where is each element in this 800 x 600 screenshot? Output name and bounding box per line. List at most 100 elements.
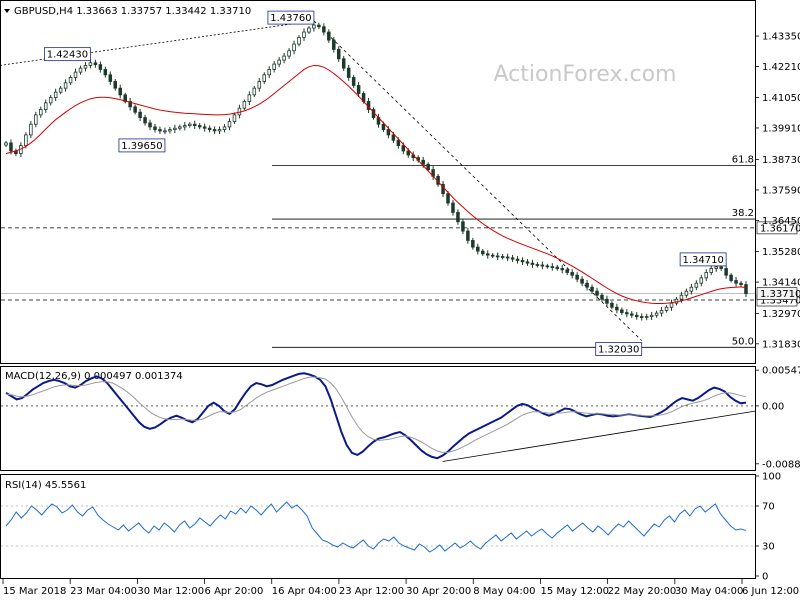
candle-body [600, 294, 604, 300]
x-tick-label: 8 May 04:00 [473, 586, 535, 597]
price-title: GBPUSD,H4 1.33663 1.33757 1.33442 1.3371… [14, 6, 251, 17]
candle-body [719, 266, 723, 269]
candle-body [356, 85, 361, 94]
y-tick-label: 1.35280 [762, 247, 800, 258]
candle-body [585, 282, 589, 288]
candle-body [4, 142, 8, 146]
candle-body [500, 256, 505, 258]
chart-menu-triangle-icon[interactable] [4, 9, 10, 13]
candle-body [555, 266, 560, 269]
candle-body [466, 230, 470, 241]
price-panel [0, 0, 756, 364]
candle-body [128, 101, 132, 108]
candle-body [520, 260, 525, 263]
candle-body [699, 277, 704, 284]
candle-body [48, 97, 53, 104]
price-label: 1.32030 [598, 344, 639, 355]
y-tick-label: 1.36450 [762, 216, 800, 227]
price-label: 1.34710 [682, 255, 723, 266]
candle-body [669, 302, 674, 308]
candle-body [252, 87, 257, 96]
candle-body [684, 290, 689, 296]
candle-body [421, 159, 425, 165]
y-tick-label: 1.31830 [762, 339, 800, 350]
macd-y-axis: 0.00547 0.00 -0.00886 [755, 366, 800, 470]
candle-body [108, 74, 113, 82]
candle-body [565, 269, 569, 273]
candle-body [570, 272, 574, 276]
macd-signal-line [5, 376, 747, 453]
price-candles [4, 21, 748, 321]
candle-body [540, 264, 545, 267]
candle-body [471, 240, 475, 248]
fib-label: 61.8 [732, 155, 754, 166]
y-tick-label: 1.37590 [762, 185, 800, 196]
candle-body [53, 91, 58, 98]
candle-body [545, 265, 550, 268]
x-tick-label: 30 Mar 12:00 [137, 586, 204, 597]
candle-body [29, 123, 33, 136]
level-value: 1.33710 [760, 289, 800, 300]
x-tick-label: 30 May 04:00 [675, 586, 744, 597]
candle-body [476, 246, 480, 252]
candle-body [495, 255, 500, 258]
candle-body [346, 67, 351, 78]
candle-body [113, 81, 118, 89]
candle-body [694, 282, 699, 288]
candle-body [729, 274, 733, 281]
candle-body [272, 63, 276, 70]
price-labels: 1.43760 1.42430 1.39650 1.34710 1.32030 [44, 10, 727, 356]
x-tick-label: 15 Mar 2018 [3, 586, 66, 597]
candle-body [639, 316, 644, 318]
candle-body [93, 62, 98, 66]
y-tick-label: 0.00547 [762, 366, 800, 377]
candle-body [490, 254, 495, 257]
y-tick-label: 0.00 [762, 401, 784, 412]
candle-body [277, 59, 281, 65]
rsi-title: RSI(14) 45.5561 [5, 480, 86, 491]
candle-body [391, 134, 396, 141]
candle-body [43, 102, 48, 110]
candle-body [327, 31, 331, 41]
x-tick-label: 6 Apr 20:00 [205, 586, 264, 597]
x-tick-label: 23 Apr 12:00 [339, 586, 404, 597]
y-tick-label: 1.43350 [762, 32, 800, 43]
candle-body [39, 109, 43, 116]
candle-body [68, 77, 73, 84]
macd-lines [1, 372, 756, 462]
level-tag [756, 287, 798, 300]
candle-body [446, 193, 450, 204]
candle-body [202, 126, 207, 129]
candle-body [381, 123, 386, 130]
candle-body [332, 39, 336, 50]
candle-body [336, 49, 341, 60]
candle-body [138, 111, 142, 118]
candle-body [242, 101, 247, 109]
candle-body [322, 26, 326, 33]
candle-body [143, 117, 147, 124]
candle-body [247, 94, 252, 102]
candle-body [351, 77, 356, 86]
candle-body [222, 126, 227, 130]
candle-body [510, 257, 515, 260]
fib-label: 38.2 [732, 208, 754, 219]
candle-body [341, 58, 346, 69]
candle-body [262, 74, 267, 82]
candle-body [192, 123, 197, 126]
candle-body [207, 127, 212, 130]
price-label-box [44, 47, 91, 62]
y-tick-label: 1.32970 [762, 309, 800, 320]
candle-body [133, 106, 137, 113]
candle-body [312, 24, 316, 29]
candle-body [317, 24, 321, 28]
candle-body [302, 31, 306, 38]
candle-body [709, 268, 713, 273]
candle-body [704, 272, 709, 279]
price-y-axis: 1.43350 1.42210 1.41050 1.39910 1.38730 1.375… [755, 32, 800, 350]
candle-body [451, 202, 455, 213]
candle-body [88, 62, 93, 66]
candle-body [123, 94, 127, 102]
candle-body [98, 64, 103, 70]
level-value: 1.36170 [760, 223, 800, 234]
